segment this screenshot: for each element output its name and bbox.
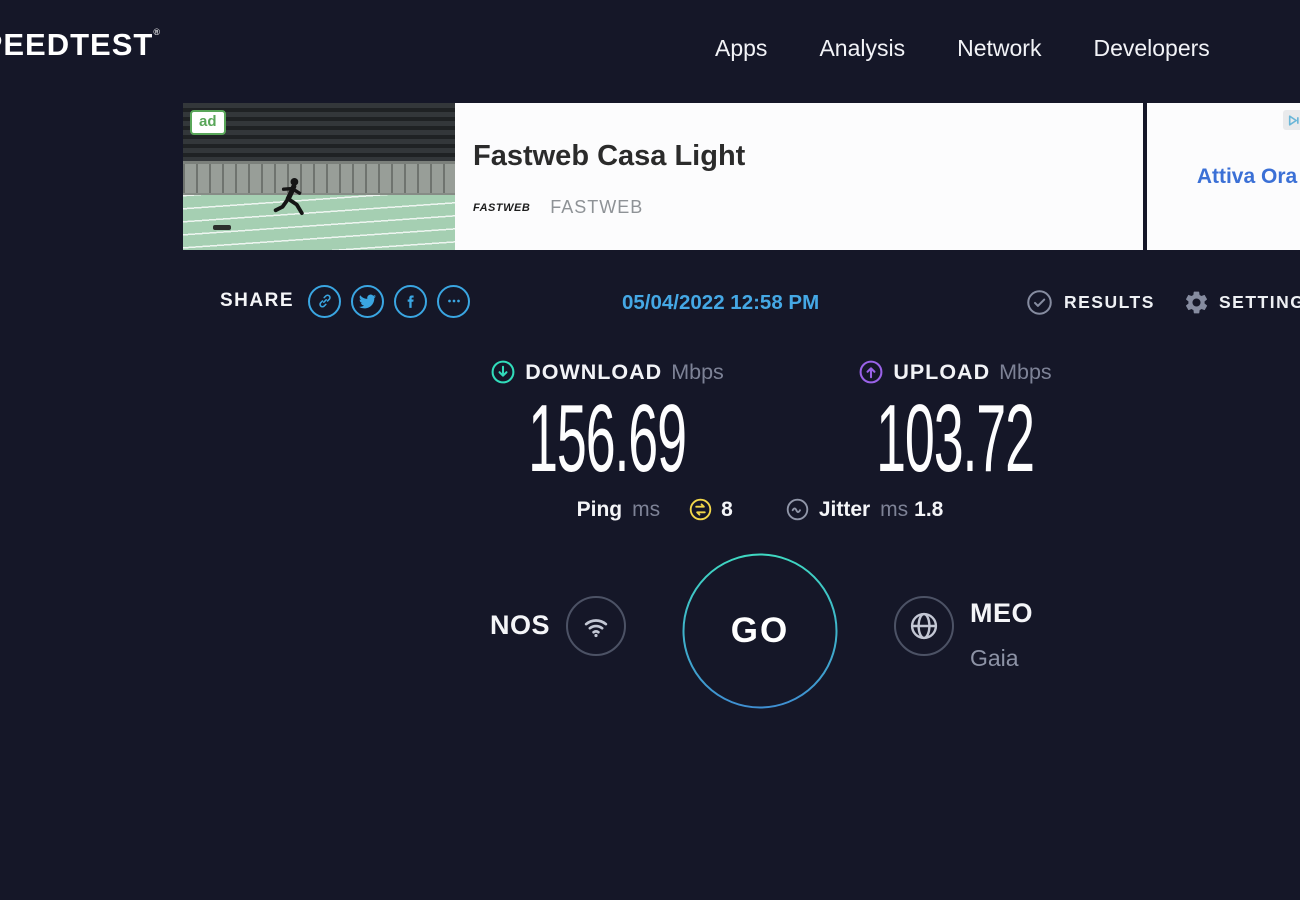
link-icon [318, 294, 331, 308]
ad-image-track [183, 195, 455, 250]
upload-value: 103.72 [876, 385, 1035, 492]
ad-brand-name: FASTWEB [550, 197, 644, 217]
download-value: 156.69 [528, 385, 687, 492]
isp-connection-badge [566, 596, 626, 656]
fastweb-logo: FASTWEB [473, 201, 531, 214]
share-label: SHARE [220, 290, 295, 311]
share-more-button[interactable] [437, 284, 471, 318]
ad-brand-row: FASTWEB FASTWEB [473, 197, 643, 218]
check-circle-icon [1027, 290, 1052, 315]
server-name[interactable]: MEO [970, 598, 1034, 628]
go-circle [682, 553, 838, 709]
ad-image-stands [183, 103, 455, 161]
ping-label: Ping [576, 497, 623, 521]
go-label: GO [730, 611, 790, 650]
download-unit: Mbps [671, 359, 724, 384]
download-header: DOWNLOAD Mbps [490, 359, 724, 385]
jitter-label: Jitter [818, 497, 871, 521]
speedtest-logo[interactable]: SPEEDTEST® [0, 27, 161, 63]
adchoices-icon[interactable] [1283, 110, 1300, 130]
jitter-icon [786, 498, 809, 521]
ellipsis-icon [447, 299, 460, 303]
runner-silhouette [273, 177, 304, 215]
share-icons [308, 284, 471, 318]
results-button[interactable]: RESULTS [1026, 289, 1155, 316]
logo-trademark: ® [153, 27, 161, 37]
ad-image-starting-block [213, 225, 231, 230]
settings-button[interactable]: SETTINGS [1183, 289, 1300, 316]
facebook-icon [407, 294, 414, 308]
upload-arrow-icon [859, 360, 883, 384]
share-twitter-button[interactable] [351, 284, 385, 318]
download-label: DOWNLOAD [525, 359, 663, 384]
results-label: RESULTS [1064, 292, 1155, 312]
nav-item-apps[interactable]: Apps [715, 34, 768, 61]
logo-text: SPEEDTEST [0, 27, 154, 62]
server-badge [894, 596, 954, 656]
twitter-icon [359, 294, 376, 308]
share-section: SHARE [220, 283, 471, 319]
download-arrow-icon [491, 360, 515, 384]
upload-metric: UPLOAD Mbps 103.72 [795, 359, 1115, 488]
upload-header: UPLOAD Mbps [858, 359, 1052, 385]
ad-title[interactable]: Fastweb Casa Light [473, 140, 746, 172]
settings-label: SETTINGS [1219, 292, 1300, 312]
jitter-value: 1.8 [914, 497, 944, 521]
ad-banner: ad Fastweb Casa Light FASTWEB FASTWEB At… [183, 103, 1300, 250]
isp-name[interactable]: NOS [489, 610, 550, 640]
ping-value: 8 [721, 497, 733, 521]
share-link-button[interactable] [308, 284, 342, 318]
ad-cta-button[interactable]: Attiva Ora [1196, 164, 1298, 188]
gear-icon [1185, 291, 1208, 314]
upload-unit: Mbps [999, 359, 1052, 384]
download-metric: DOWNLOAD Mbps 156.69 [447, 359, 767, 488]
nav-item-analysis[interactable]: Analysis [819, 34, 906, 61]
server-location[interactable]: Gaia [970, 645, 1019, 671]
ping-unit: ms [632, 497, 661, 521]
ad-image-fence [183, 161, 455, 195]
ping-jitter-row: Ping ms 8 Jitter ms 1.8 [360, 497, 1160, 522]
nav-item-network[interactable]: Network [957, 34, 1042, 61]
test-timestamp: 05/04/2022 12:58 PM [622, 291, 820, 314]
ping-icon [689, 498, 712, 521]
share-facebook-button[interactable] [394, 284, 428, 318]
wifi-icon [584, 619, 608, 638]
header-bar: SPEEDTEST® Apps Analysis Network Develop… [0, 0, 1300, 96]
nav-item-developers[interactable]: Developers [1093, 34, 1210, 61]
jitter-unit: ms [880, 497, 909, 521]
ad-cta-panel: Attiva Ora [1147, 103, 1300, 250]
main-nav: Apps Analysis Network Developers [715, 0, 1210, 96]
ad-creative-image[interactable]: ad [183, 103, 455, 250]
ad-badge: ad [190, 110, 226, 135]
globe-icon [910, 612, 938, 640]
ad-content-panel: Fastweb Casa Light FASTWEB FASTWEB [455, 103, 1143, 250]
upload-label: UPLOAD [893, 359, 991, 384]
go-button[interactable]: GO [682, 553, 838, 709]
